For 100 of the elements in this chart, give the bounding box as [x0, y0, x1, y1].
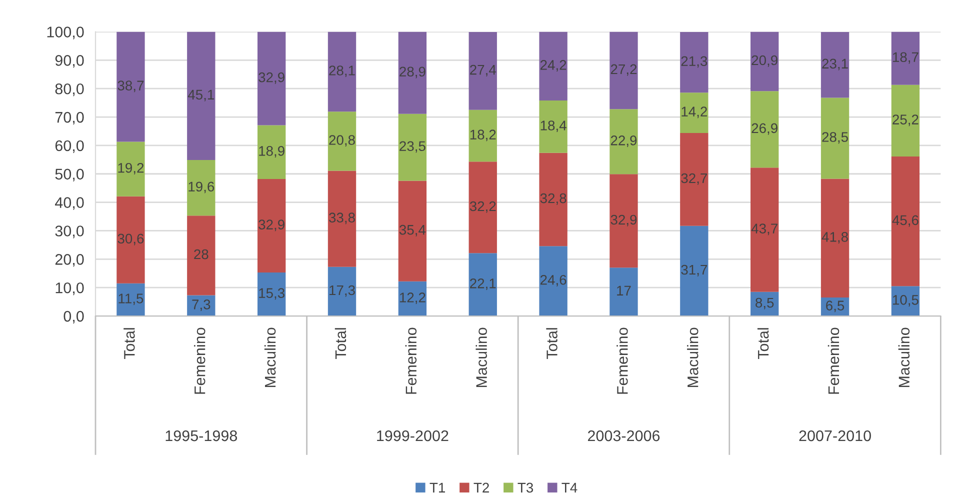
bar [257, 32, 286, 126]
legend-label: T4 [562, 482, 578, 492]
bar [257, 178, 286, 273]
bar [750, 168, 779, 292]
bar [820, 98, 850, 179]
data-label: 18,9 [259, 146, 284, 158]
data-label: 17 [617, 286, 631, 296]
y-tick-label: 80,0 [55, 83, 84, 96]
data-label: 8,5 [756, 298, 774, 310]
data-label: 28,1 [329, 66, 355, 78]
x-tick-label: Maculino [264, 328, 276, 388]
x-tick-label: Maculino [476, 328, 487, 388]
x-tick-label: Maculino [898, 328, 910, 388]
data-label: 23,1 [822, 58, 848, 70]
bar [116, 142, 145, 196]
bar [398, 180, 427, 282]
bar [820, 178, 850, 298]
data-label: 19,2 [118, 162, 144, 174]
bar [187, 32, 216, 160]
y-tick-label: 50,0 [55, 168, 84, 182]
data-label: 24,6 [540, 274, 566, 286]
x-tick-label: Total [124, 328, 135, 360]
data-label: 14,2 [682, 106, 707, 118]
bar [398, 32, 427, 114]
y-tick-label: 90,0 [55, 55, 84, 68]
data-label: 41,8 [822, 232, 848, 244]
bar [468, 162, 497, 254]
data-label: 6,5 [826, 300, 844, 312]
data-label: 11,5 [118, 294, 144, 306]
bar [468, 110, 497, 162]
y-tick-label: 0,0 [64, 310, 84, 324]
bar [187, 216, 216, 296]
bar [539, 100, 568, 153]
y-tick-label: 20,0 [55, 254, 84, 267]
bar [680, 132, 708, 226]
bar [328, 266, 356, 316]
data-label: 15,3 [259, 288, 284, 300]
bar [610, 268, 638, 316]
x-tick-label: Total [757, 328, 769, 360]
bar [116, 32, 145, 142]
data-label: 32,7 [681, 173, 707, 185]
data-label: 18,7 [893, 52, 918, 64]
data-label: 32,9 [610, 214, 637, 226]
bar [680, 92, 708, 133]
data-label: 32,8 [540, 193, 566, 205]
data-label: 17,3 [330, 285, 355, 297]
bar [539, 246, 568, 316]
bar [680, 226, 708, 316]
legend-label: T2 [474, 482, 489, 492]
data-label: 26,9 [752, 123, 778, 135]
data-label: 23,5 [400, 141, 426, 153]
data-label: 33,8 [329, 212, 355, 224]
data-label: 35,4 [399, 224, 426, 236]
bar [116, 283, 145, 316]
y-tick-label: 10,0 [56, 282, 84, 296]
bar [257, 125, 286, 179]
text: 1999-2002 [377, 430, 448, 442]
data-label: 45,6 [892, 215, 918, 227]
bar [750, 91, 779, 168]
bar [610, 174, 638, 268]
data-label: 22,9 [610, 136, 637, 147]
data-label: 28,9 [400, 66, 426, 78]
data-label: 22,1 [470, 278, 496, 290]
bar [680, 32, 708, 93]
data-label: 43,7 [751, 224, 778, 236]
x-tick-label: Femenino [194, 328, 206, 394]
data-label: 24,2 [540, 60, 566, 72]
y-tick-label: 30,0 [55, 226, 84, 238]
data-label: 32,2 [470, 201, 496, 213]
data-label: 32,9 [258, 72, 284, 84]
text: 2007-2010 [799, 430, 871, 442]
bar [328, 170, 356, 267]
x-tick-label: Femenino [616, 328, 628, 394]
data-label: 7,3 [192, 300, 210, 311]
data-label: 20,9 [752, 55, 778, 67]
bar [257, 272, 286, 316]
bar [750, 32, 779, 92]
data-label: 27,4 [470, 64, 496, 76]
data-label: 28 [194, 249, 208, 260]
bar [610, 109, 638, 174]
x-tick-label: Femenino [828, 328, 840, 394]
bar [187, 160, 216, 216]
y-tick-label: 70,0 [55, 112, 84, 125]
y-tick-label: 100,0 [47, 26, 84, 40]
y-tick-label: 40,0 [55, 197, 84, 210]
text: 2003-2006 [588, 430, 660, 442]
bar [116, 196, 145, 284]
data-label: 45,1 [188, 90, 214, 102]
data-label: 10,5 [893, 294, 918, 306]
bar [891, 84, 920, 157]
legend-label: T3 [518, 482, 534, 493]
bar [891, 156, 920, 286]
x-tick-label: Total [546, 328, 558, 360]
data-label: 18,4 [540, 120, 566, 132]
bar [820, 32, 850, 98]
data-label: 25,2 [892, 114, 918, 126]
bar [468, 32, 497, 110]
x-tick-label: Femenino [405, 328, 417, 394]
data-label: 18,2 [470, 130, 496, 142]
data-label: 27,2 [610, 64, 637, 76]
